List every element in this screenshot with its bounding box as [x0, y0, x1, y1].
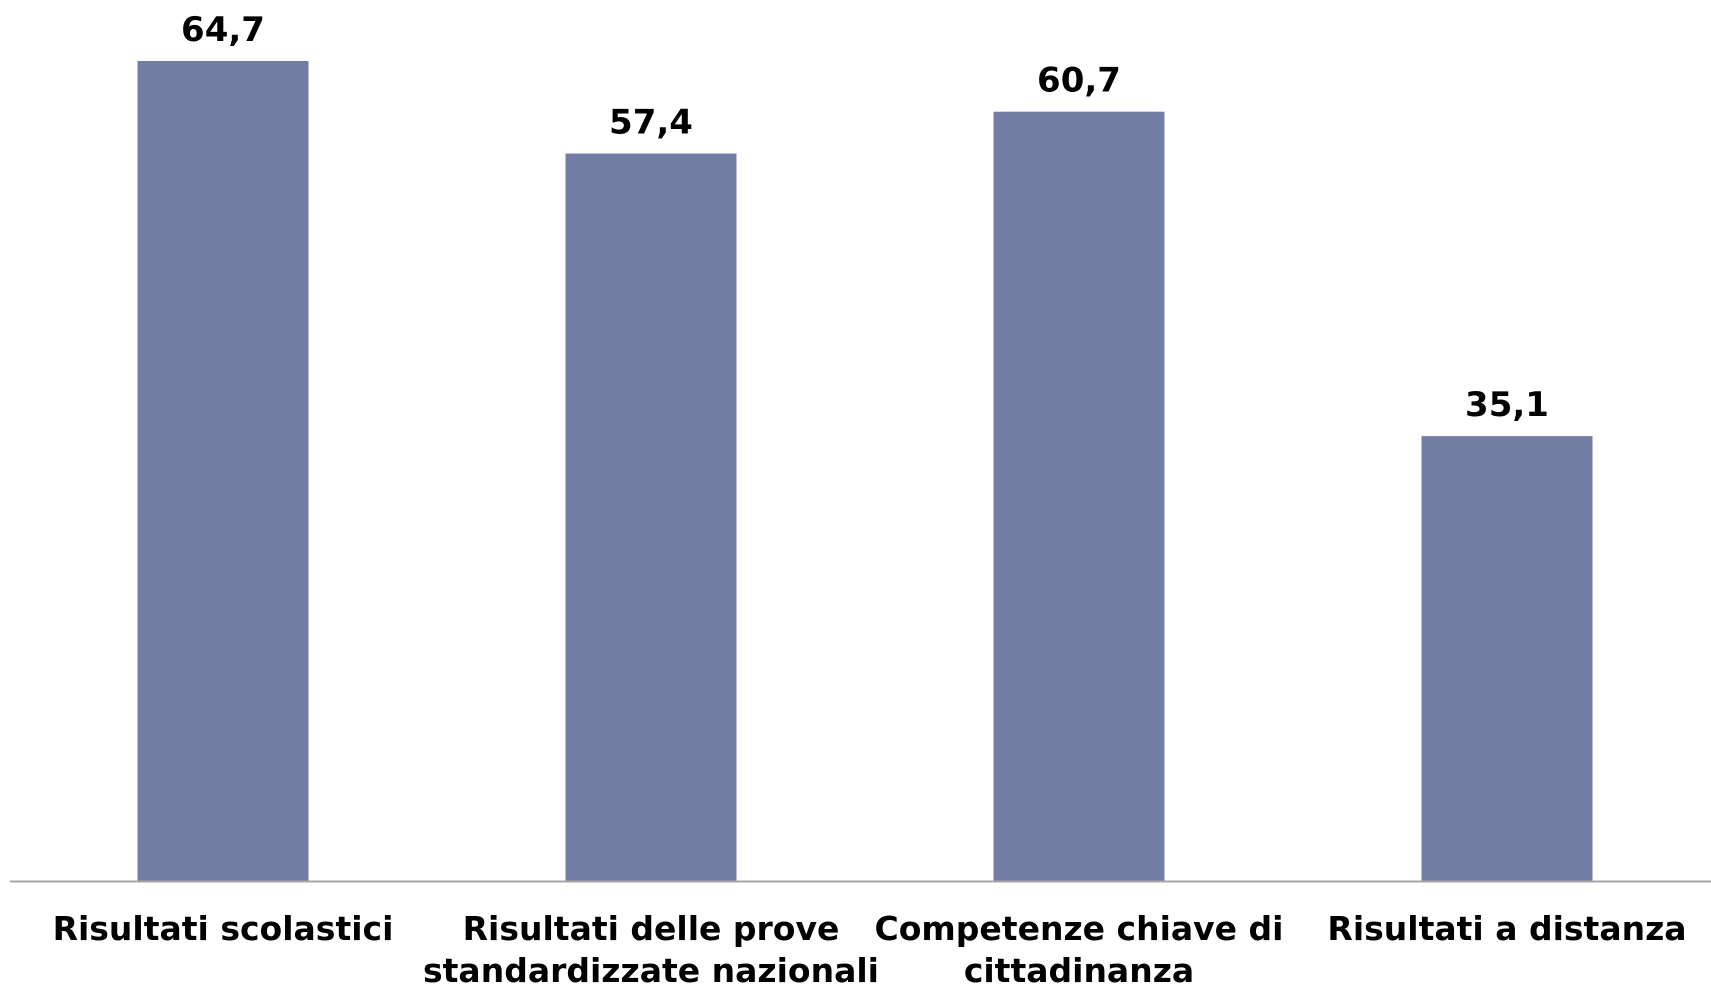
bars-group: [137, 61, 1593, 882]
value-label-4: 35,1: [1465, 385, 1549, 425]
category-label-line: cittadinanza: [964, 951, 1194, 987]
category-labels-group: Risultati scolastici Risultati delle prov…: [53, 909, 1687, 987]
bar-1: [137, 61, 309, 881]
category-label-line: standardizzate nazionali: [423, 951, 879, 987]
bar-2: [565, 153, 737, 882]
value-labels-group: 64,7 57,4 60,7 35,1: [181, 10, 1549, 425]
value-label-2: 57,4: [609, 103, 693, 143]
category-label-4: Risultati a distanza: [1327, 909, 1686, 948]
value-label-3: 60,7: [1037, 61, 1121, 101]
value-label-1: 64,7: [181, 10, 265, 50]
category-label-line: Risultati scolastici: [53, 909, 394, 948]
category-label-line: Risultati a distanza: [1327, 909, 1686, 948]
bar-4: [1421, 436, 1593, 881]
category-label-line: Risultati delle prove: [463, 909, 840, 948]
category-label-2: Risultati delle prove standardizzate nazi…: [423, 909, 879, 987]
category-label-3: Competenze chiave di cittadinanza: [875, 909, 1284, 987]
category-label-line: Competenze chiave di: [875, 909, 1284, 948]
category-label-1: Risultati scolastici: [53, 909, 394, 948]
bar-3: [993, 111, 1165, 882]
